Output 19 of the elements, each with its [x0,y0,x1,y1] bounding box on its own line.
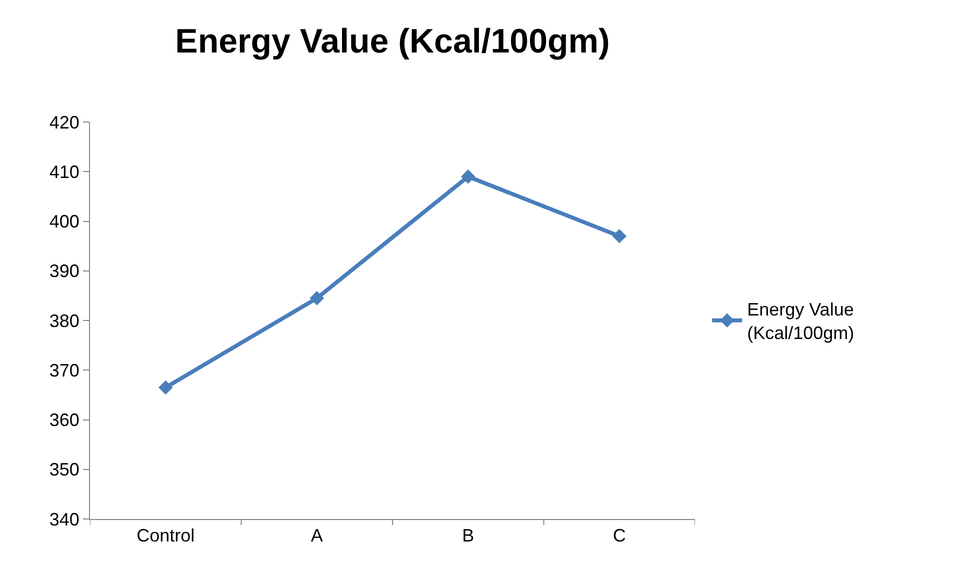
point [158,380,173,395]
y-tick-label: 350 [49,460,80,480]
y-tick-label: 390 [49,261,80,282]
y-tick-label: 410 [49,162,80,182]
legend-label: Energy Value (Kcal/100gm) [747,300,854,344]
y-tick-label: 400 [49,212,80,232]
y-tick-label: 420 [49,112,80,132]
x-tick-label: C [612,526,626,546]
y-tick-label: 360 [49,410,80,430]
point [310,291,324,306]
y-tick-label: 380 [49,310,80,331]
x-tick-label: A [310,526,323,546]
point [460,169,476,184]
y-tick-label: 370 [49,360,80,380]
x-tick-label: B [462,526,474,546]
point [612,228,627,244]
chart-title: Energy Value (Kcal/100gm) [175,22,610,60]
y-tick-label: 340 [49,509,80,530]
x-tick-label: Control [136,526,195,546]
